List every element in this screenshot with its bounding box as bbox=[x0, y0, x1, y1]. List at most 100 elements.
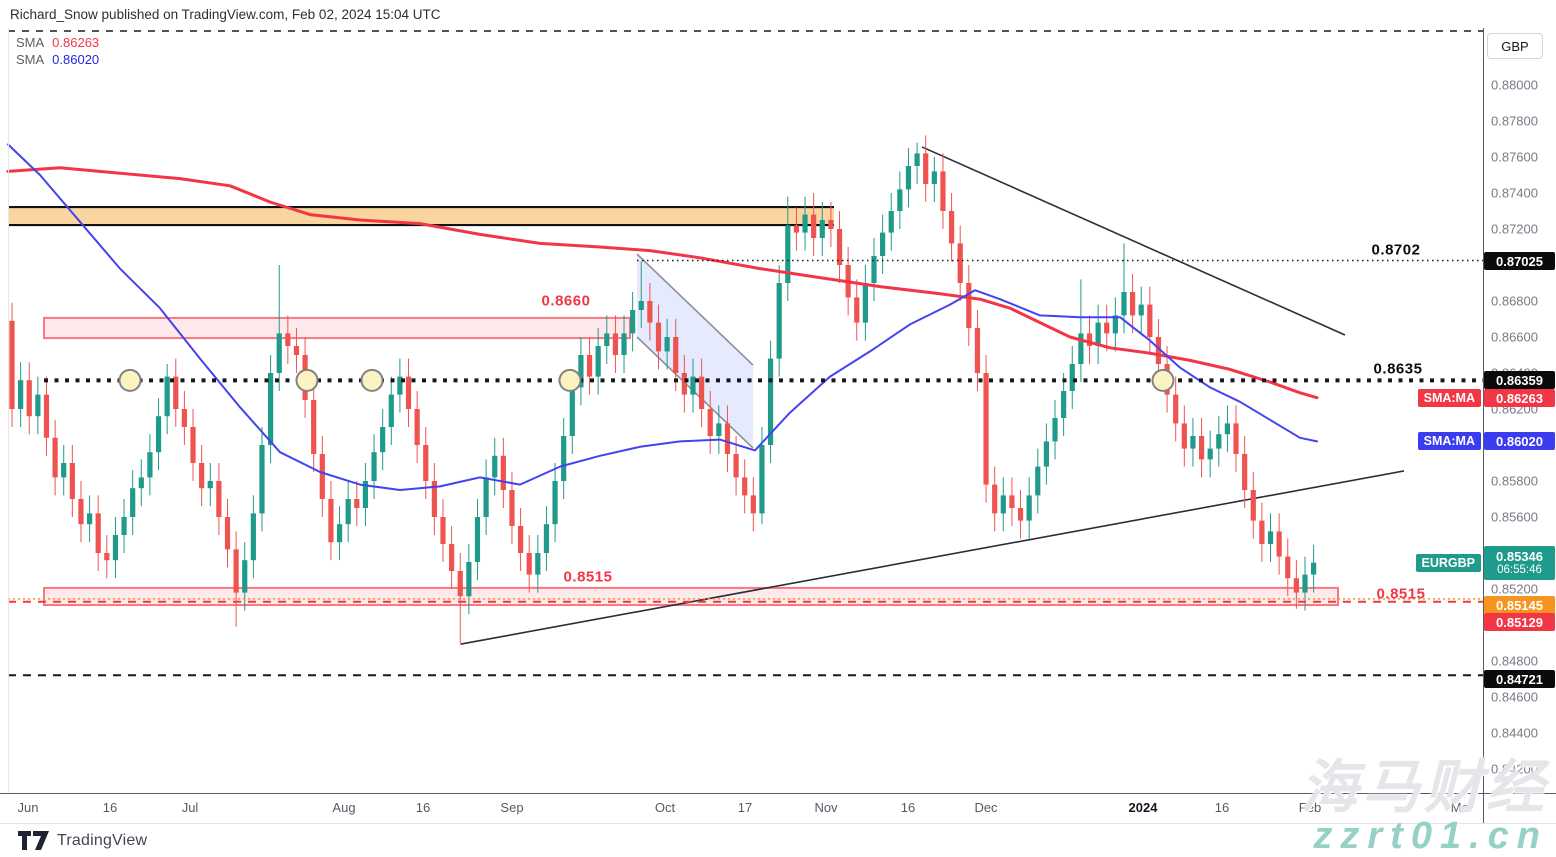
candle bbox=[1267, 513, 1274, 562]
candle bbox=[1181, 405, 1187, 467]
price-tick: 0.84800 bbox=[1491, 653, 1538, 669]
candle bbox=[1035, 448, 1041, 514]
candle bbox=[1086, 315, 1093, 364]
candle bbox=[207, 463, 213, 507]
currency-toggle-button[interactable]: GBP bbox=[1487, 33, 1543, 59]
bear-flag-channel[interactable] bbox=[636, 253, 754, 449]
candle bbox=[811, 193, 817, 256]
candle bbox=[664, 319, 670, 370]
candle bbox=[26, 362, 32, 435]
support-zone-8515[interactable] bbox=[43, 586, 1339, 607]
candle bbox=[276, 265, 282, 391]
candle bbox=[1069, 346, 1075, 409]
candle bbox=[1095, 304, 1101, 364]
price-tick: 0.87600 bbox=[1491, 149, 1538, 165]
sma-fast-legend[interactable]: SMA 0.86263 bbox=[16, 35, 99, 50]
candle bbox=[914, 142, 920, 184]
sma-fast-value: 0.86263 bbox=[52, 35, 100, 50]
candle bbox=[1311, 544, 1317, 593]
candle bbox=[621, 315, 627, 373]
annotation-0.8515[interactable]: 0.8515 bbox=[1376, 585, 1426, 603]
candle bbox=[948, 193, 955, 262]
candle bbox=[724, 405, 731, 472]
candle bbox=[561, 418, 567, 499]
price-tick: 0.84600 bbox=[1491, 689, 1538, 705]
candle bbox=[586, 337, 593, 395]
candle bbox=[1104, 304, 1110, 352]
annotation-0.8702[interactable]: 0.8702 bbox=[1371, 241, 1421, 259]
candle bbox=[233, 531, 239, 627]
candle bbox=[268, 355, 274, 463]
candle bbox=[1112, 297, 1118, 352]
candle bbox=[86, 495, 93, 543]
candle bbox=[767, 340, 774, 463]
candle bbox=[397, 358, 403, 413]
candle bbox=[612, 315, 618, 373]
candle bbox=[1242, 436, 1248, 508]
sma-fast-line[interactable] bbox=[6, 166, 1319, 400]
candle bbox=[1285, 538, 1291, 597]
candle bbox=[405, 358, 412, 427]
date-tick: 16 bbox=[1214, 800, 1230, 815]
candle bbox=[535, 535, 541, 593]
sma-slow-line[interactable] bbox=[7, 143, 1318, 491]
candle bbox=[940, 153, 946, 229]
candle bbox=[216, 463, 222, 535]
candle bbox=[1121, 243, 1127, 334]
candle bbox=[578, 337, 584, 406]
tradingview-brand-text: TradingView bbox=[57, 831, 148, 849]
candle bbox=[750, 477, 756, 532]
candle bbox=[1130, 274, 1136, 334]
candle bbox=[1043, 423, 1049, 485]
candle bbox=[474, 499, 481, 580]
sma-slow-legend[interactable]: SMA 0.86020 bbox=[16, 52, 99, 67]
price-label-0.87025: 0.87025 bbox=[1484, 252, 1555, 270]
candle bbox=[293, 328, 300, 373]
candle bbox=[492, 437, 498, 496]
candle bbox=[1052, 400, 1058, 460]
candle bbox=[414, 391, 420, 463]
annotation-0.8515[interactable]: 0.8515 bbox=[563, 568, 613, 586]
ascending-trendline[interactable] bbox=[460, 470, 1405, 645]
date-tick: 16 bbox=[102, 800, 118, 815]
annotation-0.8635[interactable]: 0.8635 bbox=[1373, 360, 1423, 378]
price-label-0.85346: 0.85346 06:55:46 bbox=[1484, 546, 1555, 580]
candle bbox=[190, 409, 196, 481]
candle bbox=[733, 436, 739, 496]
candle bbox=[1259, 502, 1265, 562]
candle bbox=[61, 445, 67, 496]
candle bbox=[371, 434, 377, 499]
date-tick: 16 bbox=[415, 800, 431, 815]
candle bbox=[638, 261, 644, 328]
candle bbox=[250, 495, 256, 579]
resistance-zone-8660[interactable] bbox=[43, 316, 631, 340]
price-label-0.85145: 0.85145 bbox=[1484, 596, 1555, 614]
candle bbox=[311, 382, 317, 472]
candle bbox=[457, 553, 463, 645]
date-tick: Sep bbox=[500, 800, 524, 815]
candle bbox=[793, 207, 800, 251]
candle bbox=[1198, 418, 1205, 478]
candle bbox=[931, 157, 937, 202]
tradingview-attribution[interactable]: TradingView bbox=[18, 831, 147, 850]
candle bbox=[181, 391, 187, 445]
candle bbox=[52, 419, 58, 496]
candle bbox=[319, 436, 325, 517]
candle bbox=[173, 358, 179, 427]
date-tick: Feb bbox=[1298, 800, 1322, 815]
candle bbox=[595, 328, 601, 395]
candle bbox=[155, 398, 162, 471]
candle bbox=[1173, 376, 1179, 442]
price-label-0.86020: 0.86020 bbox=[1484, 432, 1555, 450]
annotation-0.8660[interactable]: 0.8660 bbox=[541, 292, 591, 310]
descending-trendline[interactable] bbox=[921, 146, 1346, 336]
price-tick: 0.87200 bbox=[1491, 221, 1538, 237]
date-tick: 2024 bbox=[1128, 800, 1158, 815]
candle bbox=[1224, 405, 1231, 453]
candle bbox=[983, 355, 989, 503]
candle bbox=[966, 265, 972, 346]
candle bbox=[707, 391, 713, 454]
sma-slow-value: 0.86020 bbox=[52, 52, 100, 67]
touch-point-circles[interactable] bbox=[118, 368, 1175, 392]
